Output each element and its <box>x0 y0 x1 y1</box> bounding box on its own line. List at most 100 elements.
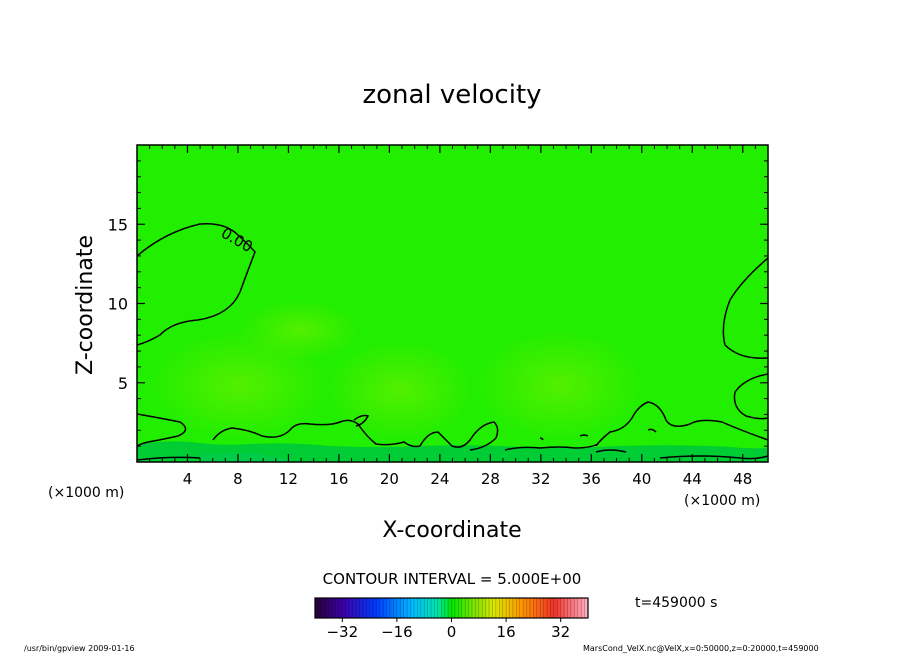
x-unit-label: (×1000 m) <box>684 493 760 509</box>
contour-line <box>659 455 768 460</box>
colorbar-tick-label: −32 <box>326 623 358 641</box>
colorbar-cell <box>471 598 476 618</box>
colorbar-cell <box>386 598 391 618</box>
y-tick-label: 15 <box>108 215 128 234</box>
colorbar-cell <box>373 598 377 618</box>
colorbar-cell <box>550 598 555 618</box>
colorbar-cell <box>400 598 405 618</box>
x-tick-label: 16 <box>329 470 348 488</box>
colorbar-cell <box>383 598 387 618</box>
x-tick-label: 32 <box>531 470 550 488</box>
x-axis-tick-labels: 4 8 12 16 20 24 28 32 36 40 44 48 <box>183 470 753 488</box>
colorbar-cell <box>492 598 497 618</box>
y-axis-label: Z-coordinate <box>73 235 98 375</box>
x-tick-label: 20 <box>380 470 399 488</box>
colorbar-cell <box>338 598 343 618</box>
colorbar-cell <box>420 598 425 618</box>
colorbar-cell <box>584 598 589 618</box>
contour-line <box>595 401 768 447</box>
colorbar-cell <box>574 598 579 618</box>
field-shade-blob <box>240 300 360 360</box>
colorbar-cell <box>417 598 422 618</box>
colorbar-cell <box>332 598 336 618</box>
colorbar-cell <box>427 598 432 618</box>
colorbar-cell <box>366 598 370 618</box>
colorbar-cell <box>321 598 326 618</box>
colorbar-cell <box>424 598 428 618</box>
colorbar-cell <box>581 598 585 618</box>
x-tick-label: 4 <box>183 470 193 488</box>
colorbar-cell <box>564 598 568 618</box>
colorbar-cell <box>509 598 514 618</box>
contour-line <box>647 428 657 433</box>
colorbar-cell <box>519 598 524 618</box>
low-level-shear-layer <box>137 441 768 462</box>
colorbar-cell <box>448 598 452 618</box>
colorbar-ticks <box>341 618 562 622</box>
colorbar-cell <box>465 598 469 618</box>
contour-lines <box>137 222 768 461</box>
y-tick-label: 5 <box>118 374 128 393</box>
contour-interval-text: CONTOUR INTERVAL = 5.000E+00 <box>323 570 582 588</box>
contour-line <box>504 443 599 451</box>
colorbar-cell <box>461 598 466 618</box>
colorbar-cell <box>577 598 582 618</box>
contour-line <box>137 413 187 447</box>
x-tick-label: 24 <box>430 470 449 488</box>
colorbar-cell <box>516 598 521 618</box>
colorbar-cell <box>410 598 415 618</box>
colorbar-cell <box>495 598 500 618</box>
colorbar-cell <box>502 598 507 618</box>
colorbar-cell <box>468 598 473 618</box>
colorbar-cell <box>536 598 541 618</box>
colorbar-cell <box>390 598 394 618</box>
colorbar-cell <box>396 598 401 618</box>
colorbar-tick-label: 0 <box>447 623 457 641</box>
colorbar-cell <box>328 598 333 618</box>
contour-line <box>353 414 370 427</box>
contour-line <box>595 449 627 453</box>
contour-line <box>733 373 768 420</box>
colorbar-cell <box>475 598 480 618</box>
time-text: t=459000 s <box>635 595 717 611</box>
colorbar-cell <box>413 598 418 618</box>
x-tick-label: 36 <box>582 470 601 488</box>
contour-line <box>539 437 544 441</box>
colorbar-cell <box>557 598 561 618</box>
colorbar-cell <box>444 598 449 618</box>
x-tick-label: 44 <box>683 470 702 488</box>
colorbar-cell <box>393 598 398 618</box>
colorbar-cell <box>437 598 442 618</box>
colorbar-tick-label: −16 <box>381 623 413 641</box>
y-axis-ticks <box>137 160 768 447</box>
x-tick-label: 28 <box>481 470 500 488</box>
colorbar-cell <box>431 598 435 618</box>
colorbar-cell <box>478 598 483 618</box>
colorbar-cell <box>529 598 534 618</box>
colorbar-cell <box>570 598 575 618</box>
colorbar-tick-label: 16 <box>497 623 516 641</box>
colorbar-cell <box>379 598 384 618</box>
colorbar-cell <box>547 598 551 618</box>
contour-line <box>579 434 589 437</box>
colorbar-cell <box>523 598 527 618</box>
colorbar-cell <box>553 598 558 618</box>
chart-title: zonal velocity <box>362 80 541 110</box>
field-shade-blob <box>325 340 475 440</box>
footer-left: /usr/bin/gpview 2009-01-16 <box>24 644 135 653</box>
colorbar-cell <box>512 598 517 618</box>
y-unit-label: (×1000 m) <box>48 485 124 501</box>
x-tick-label: 8 <box>233 470 243 488</box>
colorbar-cell <box>489 598 493 618</box>
colorbar-cell <box>451 598 456 618</box>
colorbar-cell <box>533 598 538 618</box>
x-axis-ticks <box>149 145 756 462</box>
colorbar-cell <box>567 598 572 618</box>
colorbar-cell <box>560 598 565 618</box>
x-tick-label: 40 <box>632 470 651 488</box>
field-shade-blob <box>475 330 645 440</box>
colorbar-cell <box>540 598 544 618</box>
colorbar-cell <box>318 598 323 618</box>
colorbar-cell <box>349 598 353 618</box>
footer-right: MarsCond_VelX.nc@VelX,x=0:50000,z=0:2000… <box>583 644 819 653</box>
